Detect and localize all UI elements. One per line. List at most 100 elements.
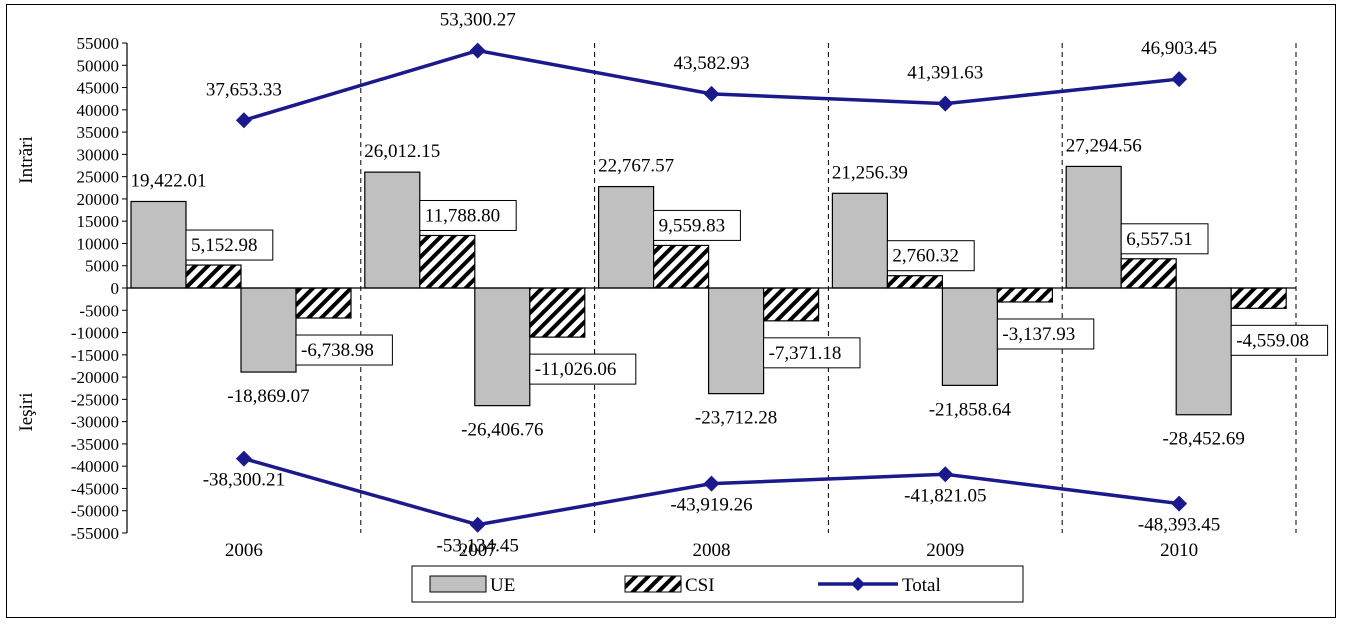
bar-csi (185, 264, 242, 289)
y-tick-label: 0 (111, 279, 120, 298)
data-label-ue-in: 22,767.57 (598, 156, 674, 177)
data-label-csi-out-text: -6,738.98 (301, 340, 374, 361)
legend-swatch-ue (429, 575, 487, 593)
data-label-total-out: -38,300.21 (203, 470, 285, 491)
line-marker (469, 516, 486, 533)
y-tick-label: 40000 (77, 101, 120, 120)
bar-ue (597, 185, 655, 289)
data-label-csi-out-text: -7,371.18 (769, 343, 842, 364)
x-tick-label: 2006 (225, 540, 263, 561)
y-tick-label: -30000 (71, 413, 119, 432)
y-tick-label: 50000 (77, 56, 120, 75)
bar-csi (295, 287, 352, 319)
data-label-total-out: -43,919.26 (670, 495, 752, 516)
y-tick-label: -50000 (71, 502, 119, 521)
line-marker (1171, 71, 1188, 88)
data-label-csi-in: 2,760.32 (886, 240, 975, 272)
y-tick-label: 30000 (77, 145, 120, 164)
y-tick-label: 55000 (77, 34, 120, 53)
y-tick-label: -10000 (71, 324, 119, 343)
bar-csi (529, 287, 586, 338)
y-tick-label: -40000 (71, 457, 119, 476)
y-tick-label: -15000 (71, 346, 119, 365)
bar-csi (886, 275, 944, 289)
bar-ue (707, 287, 765, 395)
bar-ue (474, 287, 531, 407)
legend-label-csi: CSI (685, 575, 715, 596)
line-marker (703, 85, 720, 102)
data-label-csi-in-text: 9,559.83 (659, 215, 726, 236)
data-label-total-in: 46,903.45 (1141, 38, 1217, 59)
bar-ue (130, 200, 187, 289)
data-label-total-in: 53,300.27 (440, 10, 516, 31)
bar-ue (831, 192, 889, 289)
data-label-csi-in-text: 11,788.80 (425, 205, 500, 226)
data-label-ue-in: 19,422.01 (131, 170, 207, 191)
line-marker (703, 475, 720, 492)
x-tick-label: 2010 (1160, 540, 1198, 561)
line-marker (937, 466, 954, 483)
data-label-csi-in-box (886, 240, 975, 272)
data-label-csi-out-box (1230, 324, 1329, 356)
data-label-csi-in: 9,559.83 (653, 209, 741, 241)
data-label-total-out: -48,393.45 (1138, 515, 1220, 536)
y-tick-label: 20000 (77, 190, 120, 209)
bar-csi (652, 244, 710, 289)
data-label-csi-out: -11,026.06 (529, 353, 637, 385)
data-label-csi-in-box (185, 229, 274, 261)
data-label-csi-in: 11,788.80 (419, 199, 517, 231)
bar-csi (996, 287, 1054, 303)
x-tick-label: 2008 (693, 540, 731, 561)
chart-frame (6, 4, 1336, 618)
bar-ue (240, 287, 297, 373)
data-label-csi-in: 5,152.98 (185, 229, 274, 261)
data-label-total-in: 41,391.63 (907, 63, 983, 84)
data-label-csi-out: -4,559.08 (1230, 324, 1329, 356)
bar-csi (419, 234, 476, 289)
y-tick-label: -20000 (71, 368, 119, 387)
data-label-ue-in: 26,012.15 (364, 141, 440, 162)
data-label-total-out: -53,134.45 (437, 536, 519, 557)
legend-label-ue: UE (490, 575, 515, 596)
data-label-ue-in: 21,256.39 (832, 162, 908, 183)
y-tick-label: 15000 (77, 212, 120, 231)
data-label-csi-in-text: 6,557.51 (1126, 229, 1193, 250)
data-label-csi-out: -7,371.18 (763, 337, 861, 369)
legend-label-total: Total (902, 575, 941, 596)
data-label-csi-in-box (653, 209, 741, 241)
y-axis-label-top: Intrări (16, 136, 37, 183)
y-tick-label: 45000 (77, 79, 120, 98)
data-label-total-in: 37,653.33 (206, 79, 282, 100)
y-tick-label: 5000 (85, 257, 119, 276)
x-tick-label: 2007 (459, 540, 497, 561)
data-label-csi-in-text: 5,152.98 (191, 235, 258, 256)
data-label-ue-out: -28,452.69 (1163, 429, 1245, 450)
y-tick-label: -25000 (71, 390, 119, 409)
data-label-ue-out: -26,406.76 (461, 420, 543, 441)
y-tick-label: -55000 (71, 524, 119, 543)
data-label-ue-out: -23,712.28 (695, 408, 777, 429)
y-tick-label: -5000 (79, 301, 119, 320)
data-label-csi-in-box (1120, 223, 1209, 255)
data-label-ue-in: 27,294.56 (1066, 135, 1142, 156)
y-axis-label-bottom: Ieşiri (16, 392, 37, 431)
y-tick-label: -45000 (71, 479, 119, 498)
bar-ue (1065, 165, 1122, 289)
y-tick-label: 10000 (77, 234, 120, 253)
line-marker (235, 112, 252, 129)
data-label-csi-out-box (996, 318, 1095, 350)
legend-swatch-total-marker (851, 577, 865, 591)
bar-ue (941, 287, 999, 386)
data-label-csi-in-box (419, 199, 517, 231)
data-label-csi-out-text: -3,137.93 (1002, 324, 1075, 345)
legend-swatch-csi (624, 575, 682, 593)
data-label-total-out: -41,821.05 (904, 485, 986, 506)
data-label-csi-out-box (763, 337, 861, 369)
data-label-csi-out-box (529, 353, 637, 385)
y-tick-label: 25000 (77, 168, 120, 187)
line-marker (1171, 495, 1188, 512)
y-tick-label: -35000 (71, 435, 119, 454)
data-label-csi-in: 6,557.51 (1120, 223, 1209, 255)
data-label-csi-out-text: -11,026.06 (535, 359, 617, 380)
data-label-csi-out-text: -4,559.08 (1236, 330, 1309, 351)
